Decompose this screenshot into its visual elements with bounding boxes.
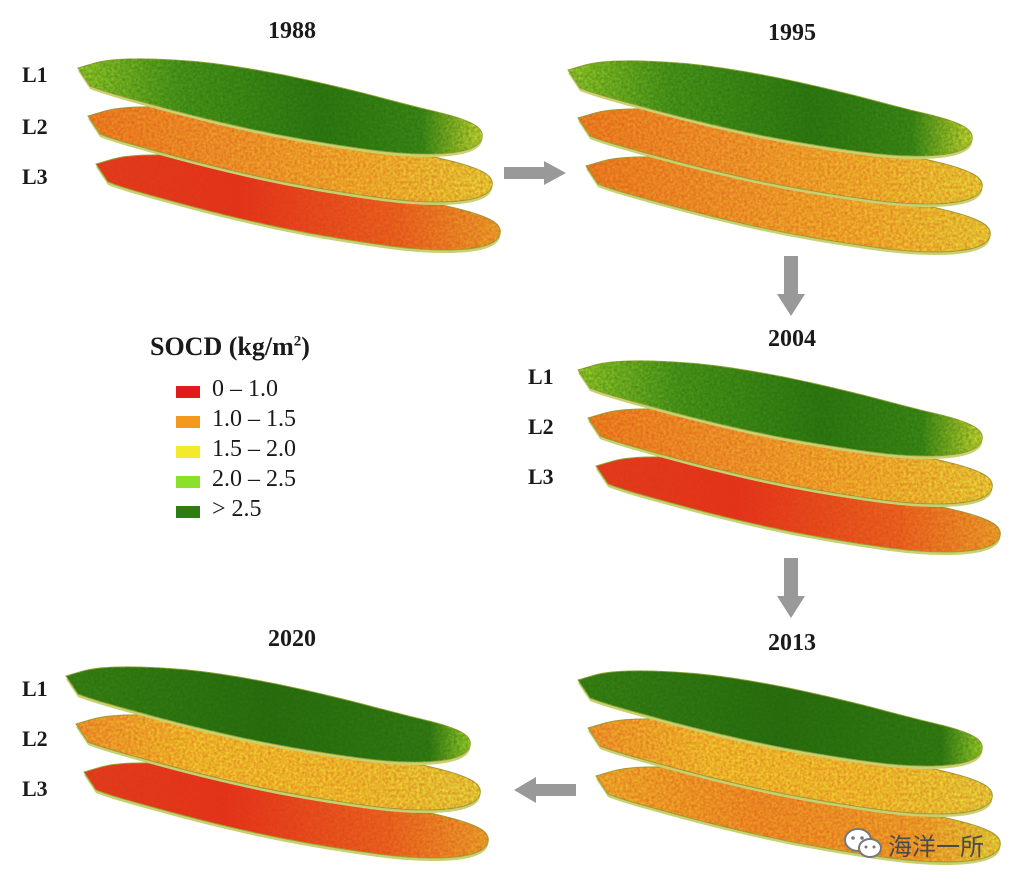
map-layer-l2 — [587, 408, 993, 507]
map-layer-l1 — [65, 666, 471, 765]
map-panel-2004 — [577, 360, 1001, 555]
map-layer-l3 — [595, 456, 1001, 555]
legend-label: 2.0 – 2.5 — [212, 466, 296, 492]
arrow-right-icon — [504, 161, 566, 185]
map-layer-l2 — [577, 108, 983, 207]
map-panel-2013 — [577, 670, 1001, 865]
map-layer-l1 — [577, 670, 983, 769]
arrow-down-icon — [777, 256, 805, 316]
map-panel-2020 — [65, 666, 489, 861]
wechat-icon — [844, 828, 882, 858]
map-layer-l3 — [585, 156, 991, 255]
arrow-left-icon — [514, 777, 576, 803]
layer-label-l1: L1 — [528, 364, 554, 389]
year-label-1988: 1988 — [268, 18, 316, 44]
layer-label-l2: L2 — [22, 726, 48, 751]
watermark-text: 海洋一所 — [888, 833, 984, 861]
layer-label-l3: L3 — [22, 776, 48, 801]
legend-label: 1.0 – 1.5 — [212, 406, 296, 432]
map-panel-1995 — [567, 60, 991, 255]
legend-label: > 2.5 — [212, 496, 262, 522]
layer-label-l3: L3 — [528, 464, 554, 489]
legend-swatch — [176, 446, 200, 458]
year-label-1995: 1995 — [768, 20, 816, 46]
map-layer-l1 — [77, 58, 483, 157]
year-label-2004: 2004 — [768, 326, 816, 352]
map-layer-l3 — [595, 766, 1001, 865]
layer-label-l3: L3 — [22, 164, 48, 189]
map-layer-l2 — [587, 718, 993, 817]
layer-label-l1: L1 — [22, 62, 48, 87]
layer-label-l2: L2 — [22, 114, 48, 139]
layer-label-l1: L1 — [22, 676, 48, 701]
map-panel-1988 — [77, 58, 501, 253]
year-label-2020: 2020 — [268, 626, 316, 652]
legend-label: 1.5 – 2.0 — [212, 436, 296, 462]
map-layer-l1 — [567, 60, 973, 159]
map-layer-l3 — [95, 154, 501, 253]
map-layer-l2 — [87, 106, 493, 205]
year-label-2013: 2013 — [768, 630, 816, 656]
legend-swatch — [176, 506, 200, 518]
legend-title: SOCD (kg/m2) — [150, 332, 310, 361]
layer-label-l2: L2 — [528, 414, 554, 439]
legend-swatch — [176, 416, 200, 428]
map-layer-l3 — [83, 762, 489, 861]
map-layer-l2 — [75, 714, 481, 813]
legend-swatch — [176, 386, 200, 398]
map-layer-l1 — [577, 360, 983, 459]
legend-label: 0 – 1.0 — [212, 376, 278, 402]
legend-swatch — [176, 476, 200, 488]
arrow-down-icon — [777, 558, 805, 618]
